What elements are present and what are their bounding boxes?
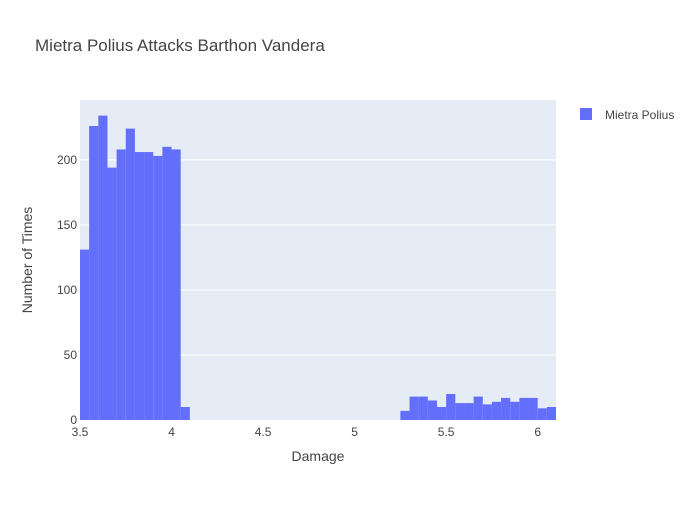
y-axis-title: Number of Times — [19, 207, 35, 314]
histogram-bar-25[interactable] — [519, 397, 529, 420]
histogram-bar-28[interactable] — [546, 406, 556, 420]
histogram-bar-1[interactable] — [89, 126, 99, 420]
histogram-bar-17[interactable] — [446, 393, 456, 420]
histogram-bar-26[interactable] — [528, 397, 538, 420]
x-tick-label-2: 4.5 — [255, 425, 272, 439]
x-tick-label-0: 3.5 — [72, 425, 89, 439]
legend[interactable]: Mietra Polius — [580, 108, 674, 122]
x-tick-label-1: 4 — [168, 425, 175, 439]
histogram-bar-24[interactable] — [510, 401, 520, 420]
histogram-bar-9[interactable] — [162, 146, 172, 420]
histogram-bar-5[interactable] — [125, 128, 135, 420]
x-tick-label-5: 6 — [534, 425, 541, 439]
y-axis-ticks: 0 50 100 150 200 — [57, 153, 77, 427]
legend-swatch[interactable] — [580, 108, 592, 120]
histogram-bar-18[interactable] — [455, 403, 465, 420]
histogram-bar-10[interactable] — [171, 149, 181, 420]
y-tick-label-1: 50 — [64, 348, 78, 362]
x-axis-title: Damage — [292, 448, 345, 464]
x-tick-label-4: 5.5 — [438, 425, 455, 439]
histogram-bar-13[interactable] — [409, 396, 419, 420]
x-tick-label-3: 5 — [351, 425, 358, 439]
histogram-bar-15[interactable] — [427, 400, 437, 420]
histogram-bar-23[interactable] — [501, 397, 511, 420]
histogram-bar-7[interactable] — [144, 152, 154, 420]
histogram-bars — [80, 115, 556, 421]
y-tick-label-3: 150 — [57, 218, 77, 232]
histogram-bar-11[interactable] — [180, 406, 190, 420]
histogram-bar-3[interactable] — [107, 167, 117, 420]
chart-title: Mietra Polius Attacks Barthon Vandera — [35, 36, 325, 55]
histogram-bar-4[interactable] — [116, 149, 126, 420]
histogram-bar-14[interactable] — [418, 396, 428, 420]
histogram-bar-6[interactable] — [134, 152, 145, 420]
histogram-bar-8[interactable] — [153, 155, 163, 421]
histogram-bar-19[interactable] — [464, 403, 474, 420]
histogram-bar-0[interactable] — [80, 249, 90, 420]
x-axis-ticks: 3.5 4 4.5 5 5.5 6 — [72, 425, 542, 439]
histogram-bar-22[interactable] — [491, 401, 502, 420]
legend-label[interactable]: Mietra Polius — [605, 108, 674, 122]
histogram-bar-27[interactable] — [537, 408, 547, 420]
histogram-bar-20[interactable] — [473, 396, 483, 420]
y-tick-label-2: 100 — [57, 283, 77, 297]
y-tick-label-4: 200 — [57, 153, 77, 167]
histogram-bar-12[interactable] — [400, 410, 410, 420]
y-tick-label-0: 0 — [70, 413, 77, 427]
histogram-bar-21[interactable] — [482, 404, 492, 420]
histogram-bar-16[interactable] — [437, 406, 447, 420]
histogram-bar-2[interactable] — [98, 115, 108, 421]
